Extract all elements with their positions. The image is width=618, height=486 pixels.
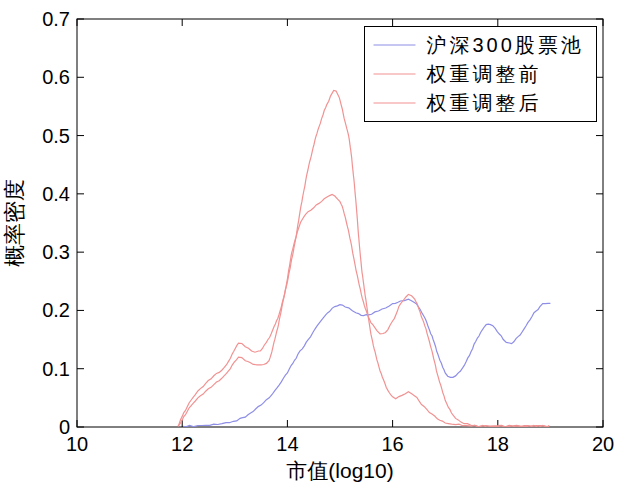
y-tick-label: 0.6	[42, 66, 70, 88]
legend-label-post-adjust: 权重调整后	[426, 92, 542, 114]
y-tick-label: 0.2	[42, 299, 70, 321]
x-tick-label: 20	[592, 433, 614, 455]
y-tick-label: 0.1	[42, 358, 70, 380]
y-tick-label: 0.7	[42, 8, 70, 30]
y-tick-label: 0.5	[42, 125, 70, 147]
y-tick-label: 0	[59, 416, 70, 438]
y-tick-label: 0.4	[42, 183, 70, 205]
figure: 10121416182000.10.20.30.40.50.60.7市值(log…	[0, 0, 618, 486]
legend-label-csi300: 沪深300股票池	[427, 34, 584, 56]
x-tick-label: 16	[381, 433, 403, 455]
csi300-curve	[183, 299, 550, 427]
y-tick-label: 0.3	[42, 241, 70, 263]
density-plot: 10121416182000.10.20.30.40.50.60.7市值(log…	[0, 0, 618, 486]
post-adjust-curve	[178, 194, 549, 427]
y-axis-label: 概率密度	[2, 179, 27, 267]
x-tick-label: 18	[487, 433, 509, 455]
x-tick-label: 14	[276, 433, 298, 455]
x-tick-label: 12	[171, 433, 193, 455]
legend-label-pre-adjust: 权重调整前	[426, 63, 542, 85]
pre-adjust-curve	[178, 91, 549, 427]
x-axis-label: 市值(log10)	[286, 459, 393, 482]
